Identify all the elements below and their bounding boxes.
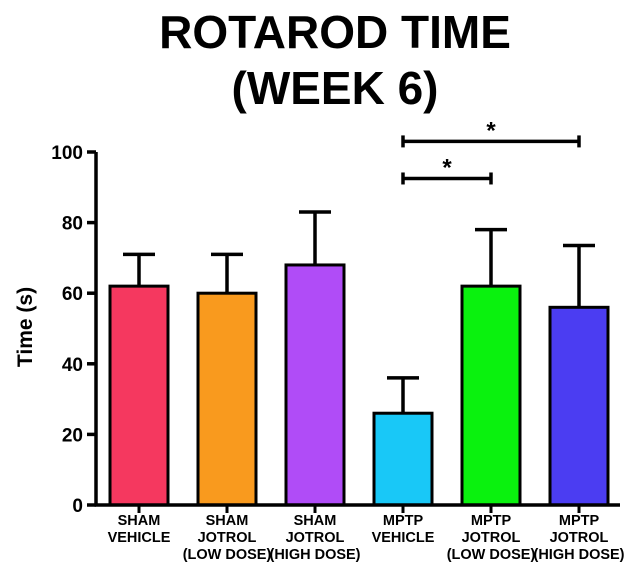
category-label-2-line-1: JOTROL (286, 530, 345, 546)
bar-1 (196, 291, 258, 507)
chart-title-line-2: (WEEK 6) (232, 62, 439, 114)
y-tick-label-0: 0 (72, 496, 83, 517)
category-label-3-line-1: VEHICLE (372, 530, 435, 546)
category-label-3-line-0: MPTP (383, 513, 424, 529)
category-label-0-line-0: SHAM (118, 513, 161, 529)
y-tick-label-1: 20 (62, 425, 83, 446)
category-label-4-line-0: MPTP (471, 513, 512, 529)
y-axis-label: Time (s) (14, 287, 37, 367)
bar-2 (284, 263, 346, 507)
y-tick-label-3: 60 (62, 284, 83, 305)
bar-5 (548, 305, 610, 507)
category-label-4: MPTP JOTROL (LOW DOSE) (447, 513, 536, 563)
category-label-5: MPTP JOTROL (HIGH DOSE) (533, 513, 624, 563)
category-label-0-line-1: VEHICLE (108, 530, 171, 546)
y-tick-label-2: 40 (62, 355, 83, 376)
category-label-1: SHAM JOTROL (LOW DOSE) (183, 513, 272, 563)
category-label-5-line-1: JOTROL (550, 530, 609, 546)
category-label-1-line-0: SHAM (206, 513, 249, 529)
category-label-0: SHAM VEHICLE (108, 513, 171, 546)
chart-title-line-1: ROTAROD TIME (159, 6, 511, 58)
category-label-3: MPTP VEHICLE (372, 513, 435, 546)
y-tick-label-5: 100 (51, 143, 83, 164)
category-label-2: SHAM JOTROL (HIGH DOSE) (269, 513, 360, 563)
category-label-1-line-2: (LOW DOSE) (183, 547, 272, 563)
significance-star-1: * (486, 117, 496, 144)
category-label-5-line-2: (HIGH DOSE) (533, 547, 624, 563)
significance-star-0: * (442, 154, 452, 181)
bar-4 (460, 284, 522, 507)
bar-3 (372, 411, 434, 507)
category-label-5-line-0: MPTP (559, 513, 600, 529)
category-label-2-line-2: (HIGH DOSE) (269, 547, 360, 563)
category-label-1-line-1: JOTROL (198, 530, 257, 546)
category-label-4-line-1: JOTROL (462, 530, 521, 546)
category-label-2-line-0: SHAM (294, 513, 337, 529)
category-label-4-line-2: (LOW DOSE) (447, 547, 536, 563)
bar-0 (108, 284, 170, 507)
y-tick-label-4: 80 (62, 214, 83, 235)
